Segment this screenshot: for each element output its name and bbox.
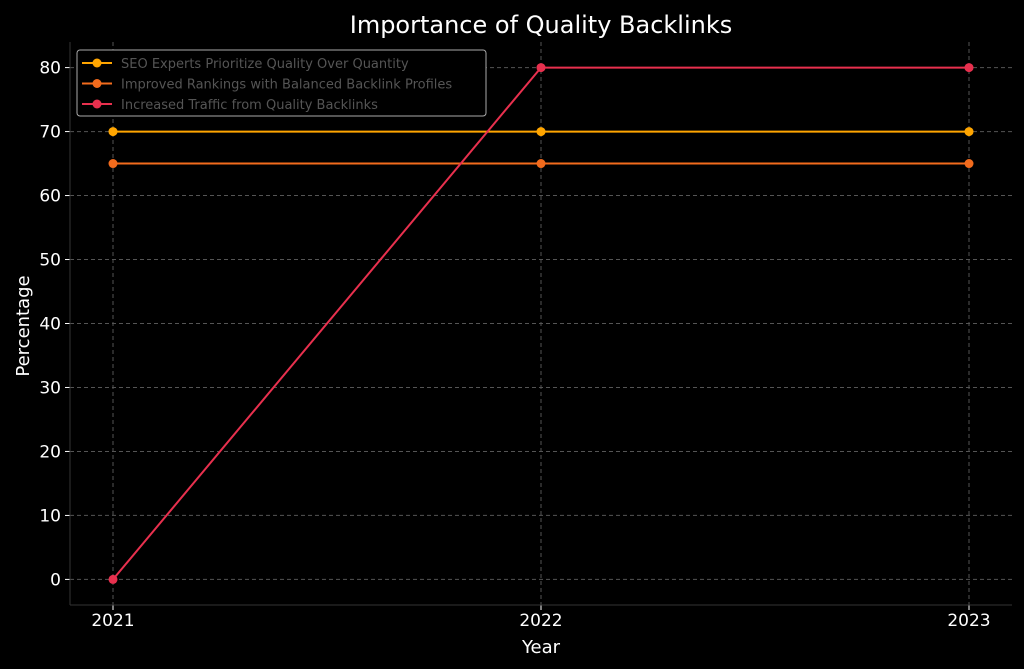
data-point <box>536 63 546 73</box>
legend-marker <box>92 79 102 88</box>
x-tick-label: 2021 <box>91 611 134 631</box>
chart-title: Importance of Quality Backlinks <box>350 11 733 39</box>
y-tick-label: 30 <box>39 378 61 398</box>
data-point <box>108 159 118 169</box>
y-axis-label: Percentage <box>13 275 34 376</box>
legend-label: Improved Rankings with Balanced Backlink… <box>121 78 452 93</box>
legend-marker <box>92 58 102 68</box>
y-tick-label: 80 <box>39 59 61 79</box>
y-tick-label: 0 <box>50 570 61 590</box>
y-tick-label: 40 <box>39 315 61 335</box>
x-tick-label: 2022 <box>519 611 562 631</box>
y-tick-label: 10 <box>39 506 61 526</box>
data-point <box>536 159 546 169</box>
axes <box>65 42 1012 610</box>
legend-label: SEO Experts Prioritize Quality Over Quan… <box>121 57 409 72</box>
data-point <box>964 159 974 169</box>
data-point <box>964 63 974 73</box>
y-tick-label: 60 <box>39 187 61 207</box>
grid-lines <box>70 42 1012 605</box>
y-tick-label: 50 <box>39 251 61 271</box>
legend-marker <box>92 99 102 109</box>
data-point <box>108 127 118 137</box>
series-lines <box>108 63 974 584</box>
data-point <box>964 127 974 137</box>
y-tick-label: 70 <box>39 123 61 143</box>
tick-labels: 0 10 20 30 40 50 60 70 80 2021 2022 2023 <box>39 59 990 631</box>
legend: SEO Experts Prioritize Quality Over Quan… <box>76 49 487 117</box>
data-point <box>536 127 546 137</box>
data-point <box>108 574 118 584</box>
x-tick-label: 2023 <box>947 611 990 631</box>
x-axis-label: Year <box>521 637 561 658</box>
legend-label: Increased Traffic from Quality Backlinks <box>121 98 378 113</box>
y-tick-label: 20 <box>39 442 61 462</box>
legend-box <box>76 49 487 117</box>
